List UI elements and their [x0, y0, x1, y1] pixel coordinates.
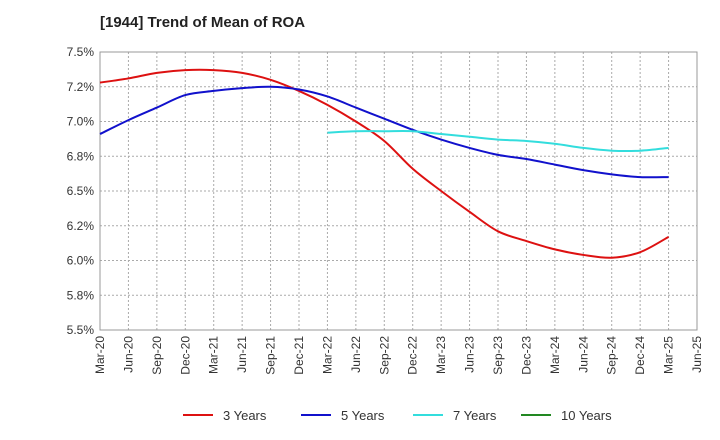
y-tick-label: 6.2% [67, 219, 95, 233]
x-tick-label: Jun-21 [235, 336, 249, 373]
x-tick-label: Jun-25 [690, 336, 704, 373]
legend-label-3-years: 3 Years [223, 408, 267, 423]
x-tick-label: Mar-25 [662, 336, 676, 374]
y-tick-label: 7.5% [67, 45, 95, 59]
x-tick-label: Jun-24 [576, 336, 590, 373]
series-line-3-years [99, 68, 670, 259]
x-tick-label: Dec-24 [633, 336, 647, 375]
x-tick-label: Mar-22 [320, 336, 334, 374]
series-line-5-years [99, 85, 669, 179]
x-tick-label: Mar-20 [93, 336, 107, 374]
x-tick-label: Sep-21 [264, 336, 278, 375]
y-tick-label: 5.5% [67, 323, 95, 337]
x-tick-label: Mar-21 [207, 336, 221, 374]
x-tick-label: Mar-23 [434, 336, 448, 374]
x-tick-label: Jun-23 [463, 336, 477, 373]
x-tick-label: Dec-23 [519, 336, 533, 375]
chart-title: [1944] Trend of Mean of ROA [100, 14, 305, 31]
y-tick-label: 6.8% [67, 149, 95, 163]
y-tick-label: 7.2% [67, 80, 95, 94]
plot-area [99, 51, 698, 331]
x-tick-label: Sep-24 [605, 336, 619, 375]
x-tick-label: Mar-24 [548, 336, 562, 374]
x-tick-label: Sep-22 [377, 336, 391, 375]
y-tick-label: 6.0% [67, 254, 95, 268]
legend-label-10-years: 10 Years [561, 408, 612, 423]
legend-label-5-years: 5 Years [341, 408, 385, 423]
x-tick-label: Jun-20 [121, 336, 135, 373]
x-tick-label: Dec-21 [292, 336, 306, 375]
y-tick-label: 5.8% [67, 288, 95, 302]
y-tick-label: 6.5% [67, 184, 95, 198]
x-tick-label: Sep-20 [150, 336, 164, 375]
series-line-7-years [327, 130, 669, 153]
legend-label-7-years: 7 Years [453, 408, 497, 423]
x-tick-label: Sep-23 [491, 336, 505, 375]
x-tick-label: Jun-22 [349, 336, 363, 373]
y-tick-label: 7.0% [67, 115, 95, 129]
x-tick-label: Dec-20 [178, 336, 192, 375]
x-tick-label: Dec-22 [406, 336, 420, 375]
